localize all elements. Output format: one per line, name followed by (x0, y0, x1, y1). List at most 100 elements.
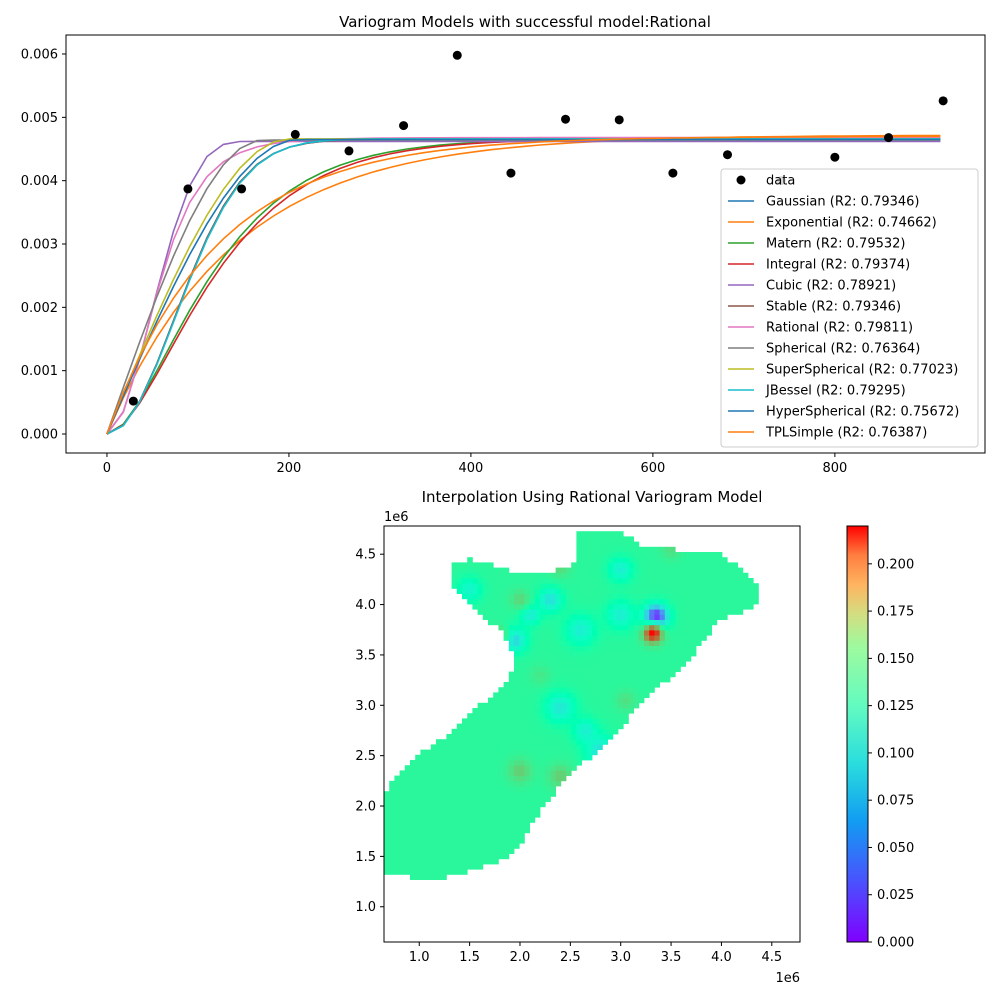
heatmap-cell (675, 562, 681, 568)
heatmap-cell (571, 640, 577, 646)
heatmap-cell (503, 682, 510, 688)
heatmap-cell (592, 687, 598, 693)
heatmap-cell (498, 624, 504, 631)
heatmap-cell (467, 765, 473, 771)
heatmap-cell (482, 749, 489, 756)
heatmap-cell (586, 567, 593, 574)
heatmap-cell (607, 723, 614, 730)
heatmap-cell (529, 572, 536, 579)
heatmap-cell (456, 739, 463, 745)
heatmap-cell (529, 619, 536, 626)
heatmap-cell (482, 801, 489, 808)
heatmap-cell (555, 635, 562, 641)
heatmap-cell (462, 765, 468, 771)
heatmap-cell (519, 749, 525, 756)
heatmap-cell (514, 734, 520, 740)
heatmap-cell (659, 645, 666, 652)
heatmap-cell (628, 656, 634, 662)
heatmap-cell (607, 578, 614, 584)
heatmap-cell (628, 609, 634, 615)
data-point (237, 184, 247, 194)
heatmap-cell (534, 713, 541, 719)
heatmap-cell (633, 661, 640, 667)
heatmap-cell (623, 567, 629, 574)
heatmap-cell (597, 604, 603, 610)
heatmap-cell (592, 692, 598, 698)
heatmap-cell (545, 775, 551, 782)
heatmap-cell (742, 593, 749, 600)
heatmap-cell (498, 578, 504, 584)
heatmap-cell (664, 578, 671, 584)
heatmap-cell (664, 583, 671, 589)
heatmap-cell (550, 609, 556, 615)
heatmap-cell (633, 557, 640, 563)
heatmap-cell (571, 645, 577, 652)
heatmap-cell (623, 562, 629, 568)
heatmap-cell (519, 702, 525, 709)
heatmap-cell (592, 588, 598, 594)
heatmap-cell (654, 645, 660, 652)
heatmap-cell (451, 770, 458, 776)
heatmap-cell (467, 562, 473, 568)
heatmap-cell (706, 630, 712, 636)
heatmap-cell (664, 619, 671, 626)
heatmap-cell (472, 864, 478, 870)
heatmap-cell (524, 619, 530, 626)
heatmap-cell (514, 635, 520, 641)
heatmap-cell (534, 702, 541, 709)
heatmap-cell (524, 713, 530, 719)
heatmap-cell (555, 671, 562, 678)
heatmap-cell (602, 552, 608, 558)
heatmap-cell (467, 723, 473, 730)
heatmap-cell (446, 765, 452, 771)
heatmap-cell (685, 614, 692, 620)
heatmap-cell (467, 786, 473, 792)
heatmap-cell (675, 572, 681, 579)
heatmap-cell (612, 635, 619, 641)
heatmap-cell (524, 708, 530, 714)
heatmap-cell (436, 874, 442, 880)
heatmap-cell (690, 635, 697, 641)
heatmap-cell (706, 562, 712, 568)
heatmap-cell (524, 817, 530, 823)
heatmap-cell (514, 817, 520, 823)
heatmap-cell (498, 723, 504, 730)
heatmap-cell (462, 728, 468, 735)
heatmap-cell (436, 858, 442, 865)
heatmap-cell (503, 604, 510, 610)
heatmap-cell (592, 671, 598, 678)
heatmap-cell (581, 614, 588, 620)
heatmap-cell (550, 645, 556, 652)
heatmap-cell (514, 702, 520, 709)
heatmap-cell (410, 770, 416, 776)
heatmap-cell (467, 760, 473, 766)
heatmap-cell (566, 604, 572, 610)
heatmap-cell (644, 588, 650, 594)
heatmap-cell (529, 723, 536, 730)
y-tick-label: 4.0 (355, 598, 376, 613)
heatmap-cell (612, 723, 619, 730)
heatmap-cell (727, 583, 733, 589)
model-lines (106, 134, 941, 435)
heatmap-cell (462, 786, 468, 792)
heatmap-cell (696, 567, 702, 574)
heatmap-cell (488, 562, 494, 568)
heatmap-cell (722, 578, 728, 584)
heatmap-cell (519, 572, 525, 579)
heatmap-cell (529, 817, 536, 823)
heatmap-cell (592, 645, 598, 652)
heatmap-cell (623, 645, 629, 652)
heatmap-cell (680, 604, 686, 610)
heatmap-cell (508, 765, 515, 771)
heatmap-cell (477, 749, 484, 756)
heatmap-cell (612, 531, 619, 537)
heatmap-cell (456, 578, 463, 584)
heatmap-cell (555, 650, 562, 657)
heatmap-cell (462, 853, 468, 860)
heatmap-cell (493, 858, 499, 865)
heatmap-cell (493, 739, 499, 745)
heatmap-cell (571, 624, 577, 631)
heatmap-cell (482, 744, 489, 750)
heatmap-cell (498, 692, 504, 698)
heatmap-cell (597, 723, 603, 730)
